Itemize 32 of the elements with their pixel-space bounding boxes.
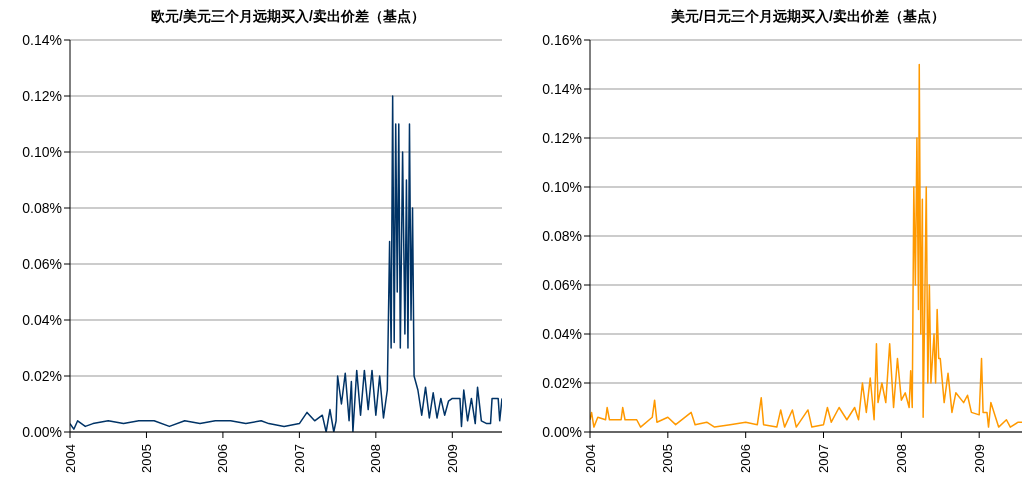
y-tick-label: 0.12% [22,87,62,104]
y-tick-label: 0.08% [542,227,582,244]
y-tick-label: 0.14% [22,31,62,48]
x-tick-label: 2006 [738,444,754,473]
line-series [590,63,1022,428]
chart-title: 美元/日元三个月远期买入/卖出价差（基点） [670,8,946,26]
x-tick-label: 2008 [893,444,909,473]
x-tick-label: 2007 [291,444,307,473]
x-tick-label: 2004 [62,444,78,473]
y-tick-label: 0.10% [22,143,62,160]
y-tick-label: 0.02% [542,374,582,391]
y-tick-label: 0.00% [22,423,62,440]
y-tick-label: 0.16% [542,31,582,48]
y-tick-label: 0.12% [542,129,582,146]
y-tick-label: 0.06% [22,255,62,272]
x-tick-label: 2005 [138,444,154,473]
y-tick-label: 0.04% [542,325,582,342]
x-tick-label: 2004 [582,444,598,473]
y-tick-label: 0.10% [542,178,582,195]
y-tick-label: 0.14% [542,80,582,97]
chart-title: 欧元/美元三个月远期买入/卖出价差（基点） [150,8,426,26]
y-tick-label: 0.00% [542,423,582,440]
x-tick-label: 2009 [971,444,987,473]
y-tick-label: 0.06% [542,276,582,293]
y-tick-label: 0.04% [22,311,62,328]
x-tick-label: 2007 [816,444,832,473]
x-tick-label: 2005 [660,444,676,473]
y-tick-label: 0.02% [22,367,62,384]
x-tick-label: 2006 [215,444,231,473]
y-tick-label: 0.08% [22,199,62,216]
x-tick-label: 2008 [368,444,384,473]
x-tick-label: 2009 [444,444,460,473]
